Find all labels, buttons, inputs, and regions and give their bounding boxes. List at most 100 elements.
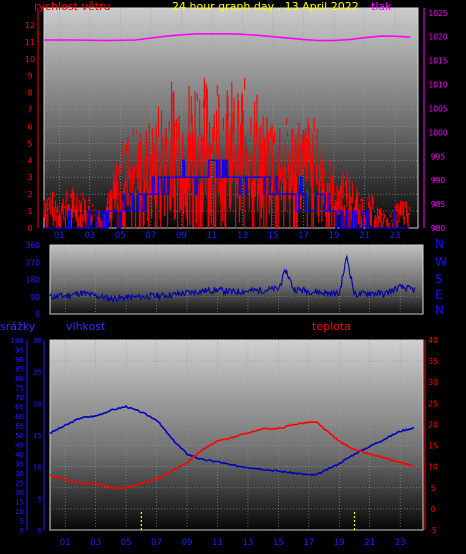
rain-tick-label: 90: [15, 356, 24, 364]
x-tick-label: 09: [182, 538, 193, 548]
wind-tick-label: 6: [27, 122, 32, 131]
humidity-tick-label: 25: [33, 369, 42, 377]
wind-tick-label: 5: [27, 139, 32, 148]
rain-tick-label: 100: [11, 337, 24, 345]
x-tick-label: 05: [121, 538, 132, 548]
humidity-tick-label: 10: [33, 464, 42, 472]
x-tick-label: 01: [54, 231, 65, 241]
wind-tick-label: 1: [27, 207, 32, 216]
x-tick-label: 03: [84, 231, 95, 241]
temperature-tick-label: 30: [428, 378, 438, 387]
temperature-tick-label: 35: [428, 357, 438, 366]
pressure-tick-label: 1025: [428, 9, 447, 18]
rain-tick-label: 60: [15, 413, 24, 421]
temperature-tick-label: 15: [428, 442, 438, 451]
wind-tick-label: 4: [27, 156, 32, 165]
pressure-tick-label: 995: [431, 152, 446, 161]
compass-north-bottom: N: [435, 303, 444, 317]
x-tick-label: 17: [303, 538, 314, 548]
x-tick-label: 09: [176, 231, 187, 241]
wind-tick-label: 2: [27, 190, 32, 199]
temperature-tick-label: 10: [428, 463, 438, 472]
x-tick-label: 03: [90, 538, 101, 548]
rain-tick-label: 10: [15, 508, 24, 516]
pressure-tick-label: 1005: [428, 104, 447, 113]
temperature-tick-label: -5: [429, 526, 437, 535]
rain-tick-label: 70: [15, 394, 24, 402]
direction-tick-label: 360: [26, 241, 41, 250]
temperature-tick-label: 0: [431, 505, 436, 514]
wind-tick-label: 3: [27, 173, 32, 182]
x-tick-label: 05: [115, 231, 126, 241]
rain-tick-label: 50: [15, 432, 24, 440]
rain-tick-label: 20: [15, 489, 24, 497]
rain-tick-label: 75: [15, 385, 24, 393]
wind-tick-label: 12: [25, 21, 35, 30]
humidity-temperature-panel: [49, 339, 424, 531]
x-tick-label: 19: [329, 231, 340, 241]
x-tick-label: 01: [60, 538, 71, 548]
direction-tick-label: 270: [26, 258, 41, 267]
wind-tick-label: 10: [25, 55, 35, 64]
x-tick-label: 07: [151, 538, 162, 548]
x-tick-label: 21: [364, 538, 375, 548]
x-tick-label: 15: [273, 538, 284, 548]
pressure-tick-label: 985: [431, 200, 446, 209]
x-tick-label: 07: [145, 231, 156, 241]
rain-tick-label: 40: [15, 451, 24, 459]
x-tick-label: 11: [207, 231, 218, 241]
pressure-tick-label: 1010: [428, 81, 447, 90]
temperature-axis-label: teplota: [312, 320, 351, 333]
rain-tick-label: 85: [15, 366, 24, 374]
pressure-tick-label: 980: [431, 224, 446, 233]
direction-tick-label: 90: [30, 293, 40, 302]
rain-tick-label: 35: [15, 461, 24, 469]
humidity-axis-label: vlhkost: [66, 320, 106, 333]
temperature-tick-label: 25: [428, 399, 438, 408]
rain-tick-label: 15: [15, 499, 24, 507]
rain-tick-label: 65: [15, 404, 24, 412]
wind-axis-label: rychlost větru: [34, 0, 111, 13]
rain-tick-label: 5: [20, 518, 24, 526]
x-tick-label: 21: [359, 231, 370, 241]
humidity-tick-label: 30: [33, 337, 42, 345]
rain-tick-label: 45: [15, 442, 24, 450]
temperature-tick-label: 5: [431, 484, 436, 493]
compass-north-top: N: [435, 237, 444, 251]
x-tick-label: 17: [298, 231, 309, 241]
compass-south: S: [435, 272, 443, 286]
rain-tick-label: 95: [15, 347, 24, 355]
compass-west: W: [435, 255, 447, 269]
direction-tick-label: 180: [26, 276, 41, 285]
x-tick-label: 11: [212, 538, 223, 548]
humidity-tick-label: 5: [38, 495, 42, 503]
rain-axis-label: srážky: [0, 320, 36, 333]
pressure-tick-label: 1015: [428, 57, 447, 66]
rain-tick-label: 30: [15, 470, 24, 478]
rain-tick-label: 55: [15, 423, 24, 431]
pressure-tick-label: 1000: [428, 128, 447, 137]
chart-title: 24 hour graph day , 13 April 2022: [172, 0, 359, 13]
wind-direction-series: [49, 254, 416, 303]
compass-east: E: [435, 288, 443, 302]
x-tick-label: 19: [334, 538, 345, 548]
humidity-tick-label: 15: [33, 432, 42, 440]
x-tick-label: 13: [237, 231, 248, 241]
rain-tick-label: 25: [15, 480, 24, 488]
x-tick-label: 13: [243, 538, 254, 548]
x-tick-label: 15: [268, 231, 279, 241]
x-tick-label: 23: [390, 231, 401, 241]
rain-tick-label: 0: [20, 527, 24, 535]
wind-average-series: [44, 159, 409, 229]
humidity-tick-label: 0: [38, 527, 42, 535]
x-tick-label: 23: [395, 538, 406, 548]
wind-tick-label: 7: [27, 106, 32, 115]
humidity-tick-label: 20: [33, 400, 42, 408]
temperature-tick-label: 20: [428, 420, 438, 429]
pressure-series: [44, 33, 411, 42]
temperature-series: [49, 421, 415, 490]
wind-tick-label: 8: [27, 89, 32, 98]
humidity-series: [49, 405, 415, 477]
rain-tick-label: 80: [15, 375, 24, 383]
